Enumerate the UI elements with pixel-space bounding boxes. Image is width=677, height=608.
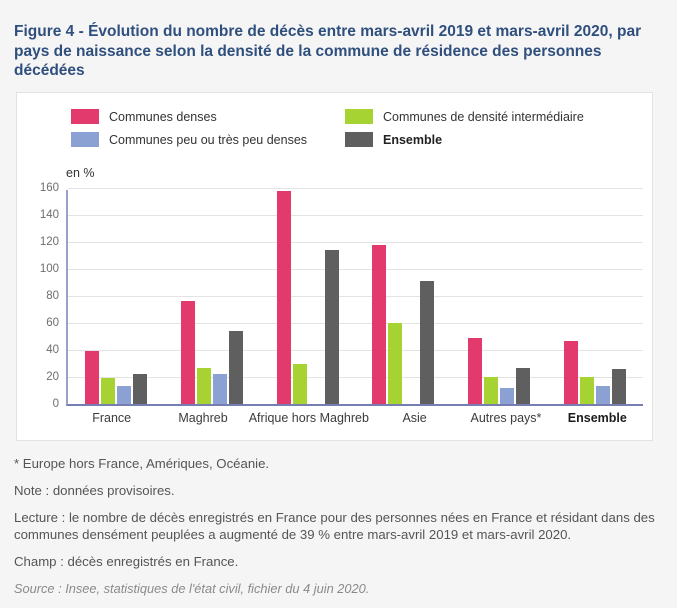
y-tick-label: 140 (39, 209, 59, 222)
footnote-asterisk: * Europe hors France, Amériques, Océanie… (14, 456, 270, 472)
y-tick-label: 160 (39, 182, 59, 195)
bar-group (68, 190, 164, 405)
legend-swatch (345, 109, 373, 125)
chart-area: 0 20 40 60 80 100 120 140 160 (40, 182, 643, 410)
bar-group (164, 190, 260, 405)
bar-groups (68, 190, 643, 405)
bar (276, 190, 291, 405)
y-tick-label: 60 (46, 317, 59, 330)
legend-item: Communes de densité intermédiaire (345, 106, 652, 127)
legend-swatch (345, 132, 373, 148)
legend-label: Communes denses (109, 109, 217, 124)
gridline (68, 188, 643, 190)
bar (388, 323, 403, 405)
figure-notes: * Europe hors France, Amériques, Océanie… (14, 455, 661, 597)
gridline (68, 215, 643, 217)
bar (292, 363, 307, 405)
gridline (68, 296, 643, 298)
bar (580, 377, 595, 405)
chart-legend: Communes denses Communes peu ou très peu … (71, 106, 652, 150)
bar (468, 337, 483, 405)
source-line: Source : Insee, statistiques de l'état c… (14, 581, 370, 597)
bar (132, 374, 147, 405)
bar (500, 387, 515, 405)
x-axis-label: Asie (402, 411, 427, 426)
gridline (68, 269, 643, 271)
bar (100, 378, 115, 405)
y-tick-label: 0 (52, 398, 59, 411)
x-axis-label: Maghreb (178, 411, 228, 426)
bar (596, 386, 611, 405)
bar (612, 368, 627, 405)
legend-label: Communes de densité intermédiaire (383, 109, 584, 124)
bar (228, 331, 243, 405)
legend-item: Communes peu ou très peu denses (71, 129, 345, 150)
legend-swatch (71, 109, 99, 125)
y-tick-label: 120 (39, 236, 59, 249)
champ-line: Champ : décès enregistrés en France. (14, 554, 239, 570)
y-axis-unit-label: en % (66, 166, 95, 181)
legend-swatch (71, 132, 99, 148)
legend-item: Ensemble (345, 129, 652, 150)
bar (84, 351, 99, 405)
bar-group (260, 190, 356, 405)
bar (324, 250, 339, 405)
x-axis-labels: France Maghreb Afrique hors Maghreb Asie Aut… (66, 411, 643, 425)
y-tick-label: 80 (46, 290, 59, 303)
legend-label: Ensemble (383, 132, 443, 147)
lecture-line: Lecture : le nombre de décès enregistrés… (14, 509, 655, 543)
y-tick-label: 40 (46, 344, 59, 357)
bar (420, 281, 435, 405)
bar-group (355, 190, 451, 405)
gridline (68, 323, 643, 325)
legend-label: Communes peu ou très peu denses (109, 132, 308, 147)
bar-group (451, 190, 547, 405)
gridline (68, 350, 643, 352)
bar (212, 374, 227, 405)
bar-group (547, 190, 643, 405)
gridline (68, 242, 643, 244)
y-tick-label: 20 (46, 371, 59, 384)
y-tick-label: 100 (39, 263, 59, 276)
bar (196, 367, 211, 405)
bar (484, 377, 499, 405)
x-axis-label: France (92, 411, 132, 426)
gridline (68, 377, 643, 379)
bar (516, 367, 531, 405)
chart-panel: Communes denses Communes peu ou très peu … (16, 92, 653, 442)
figure-title: Figure 4 - Évolution du nombre de décès … (14, 23, 642, 80)
x-axis-label: Ensemble (567, 411, 627, 426)
x-axis-label: Afrique hors Maghreb (248, 411, 369, 426)
plot-area: 0 20 40 60 80 100 120 140 160 (40, 182, 643, 410)
legend-item: Communes denses (71, 106, 345, 127)
bar (116, 386, 131, 405)
bar (564, 340, 579, 405)
bar (180, 301, 195, 405)
x-axis-label: Autres pays* (470, 411, 542, 426)
bar (372, 244, 387, 405)
note-line: Note : données provisoires. (14, 482, 175, 498)
